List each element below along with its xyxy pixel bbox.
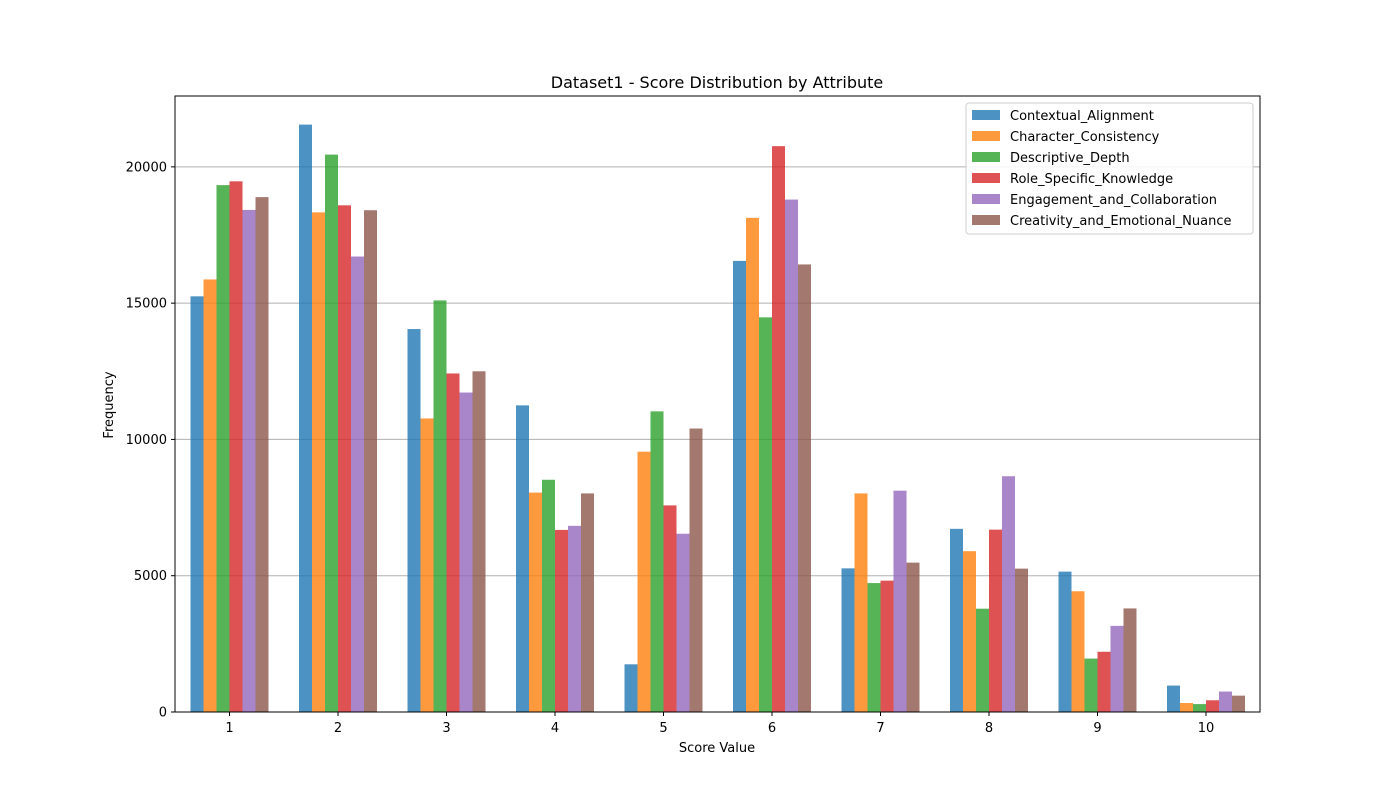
axis-ticks: 0 5000 10000 15000 20000 1 2 3 4 5 6 7 8 9 10 [126,160,1215,736]
bar [989,529,1002,712]
bar [1110,625,1124,712]
legend-entry: Engagement_and_Collaboration [1010,193,1217,208]
x-tick-label: 7 [876,721,884,736]
x-tick-label: 5 [659,721,667,736]
bar [446,373,460,712]
bar [420,418,434,712]
bar [976,608,989,712]
bar [663,505,677,712]
x-axis-label: Score Value [679,741,755,756]
bar [516,405,529,712]
bar [351,256,364,712]
legend-box [965,102,1254,235]
bar [581,493,594,712]
bar [637,451,651,712]
y-tick-label: 20000 [126,160,167,175]
bar [203,279,217,712]
bar [1193,704,1206,712]
legend-entry: Role_Specific_Knowledge [1010,172,1173,187]
bar [1206,700,1219,712]
bar [1123,608,1137,712]
bar [1071,591,1085,712]
bar [880,580,894,712]
bar [216,185,230,712]
bar [893,490,907,712]
x-tick-label: 2 [334,721,342,736]
plot-frame [174,95,1261,713]
chart-title: Dataset1 - Score Distribution by Attribu… [551,73,883,92]
x-tick-label: 9 [1093,721,1101,736]
bar [1002,476,1015,712]
bar [963,551,976,712]
bar [1180,703,1193,712]
legend-entry: Contextual_Alignment [1010,109,1154,124]
legend-swatch [972,110,1000,120]
legend-swatch [972,152,1000,162]
bar [229,181,243,712]
bar [906,562,920,712]
bar [746,217,759,713]
y-tick-label: 0 [159,706,167,721]
legend-swatch [972,215,1000,225]
bar [867,583,881,712]
bar [1167,685,1180,712]
legend-entry: Creativity_and_Emotional_Nuance [1010,214,1232,229]
bar [1084,658,1098,712]
bar [364,210,377,712]
bar [255,197,269,712]
y-tick-label: 5000 [134,569,167,584]
bar [785,199,798,713]
bar [1058,571,1072,712]
x-tick-label: 3 [442,721,450,736]
legend-swatch [972,131,1000,141]
bar [529,492,542,712]
bar [1232,695,1245,712]
bar [568,525,581,712]
bar [676,533,690,712]
y-tick-label: 15000 [126,297,167,312]
bar [854,493,868,712]
bar [542,479,555,712]
legend-entry: Character_Consistency [1010,130,1160,145]
bar [472,371,486,712]
legend-entry: Descriptive_Depth [1010,151,1130,166]
bar [407,329,421,712]
bar [759,317,772,712]
bar [299,124,312,713]
y-tick-label: 10000 [126,433,167,448]
bar [624,664,638,712]
bar [772,146,785,712]
bar [798,264,811,712]
bar [950,528,963,712]
x-tick-label: 6 [768,721,776,736]
bar [312,212,325,712]
bar [555,529,568,712]
bar [689,428,703,712]
bar [1015,568,1028,712]
bars [190,124,1245,713]
bar [1097,651,1111,712]
bar [190,296,204,712]
legend-swatch [972,173,1000,183]
x-tick-label: 1 [225,721,233,736]
bar [459,392,473,712]
bar [650,411,664,712]
bar [433,300,447,712]
legend: Contextual_Alignment Character_Consistenc… [965,102,1254,235]
bar [325,154,338,712]
y-axis-label: Frequency [102,371,117,438]
bar [242,209,256,712]
bar [1219,691,1232,712]
x-tick-label: 8 [985,721,993,736]
bar [338,205,351,712]
x-tick-label: 10 [1198,721,1215,736]
bar [841,568,855,712]
bar [733,260,746,712]
legend-swatch [972,194,1000,204]
x-tick-label: 4 [551,721,559,736]
